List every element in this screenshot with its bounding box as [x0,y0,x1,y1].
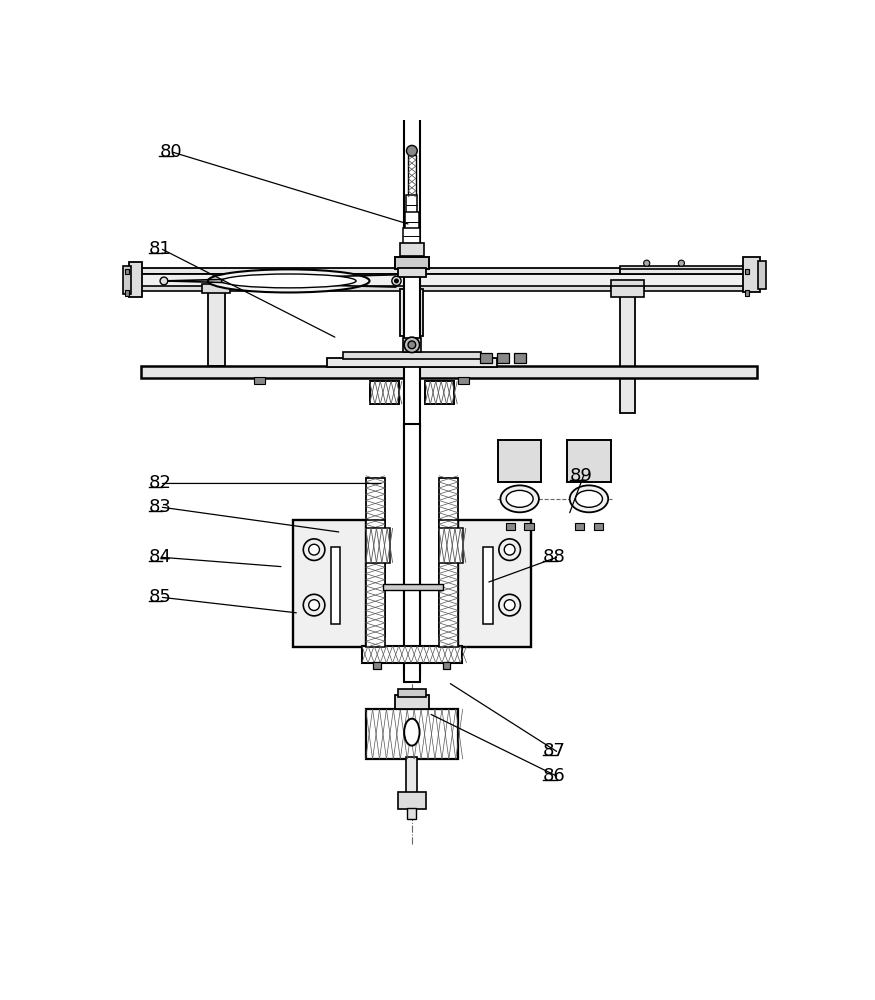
Bar [514,353,526,363]
Text: 82: 82 [149,474,172,492]
Bar [327,358,497,367]
Bar [124,269,129,274]
Bar [506,523,515,530]
Text: 83: 83 [149,498,172,516]
Bar [458,377,469,384]
Bar [439,520,458,647]
Bar [254,377,265,384]
Ellipse shape [570,485,608,512]
Bar [374,662,382,669]
Bar [403,228,420,245]
Bar [400,243,424,257]
Bar [443,662,451,669]
Circle shape [309,600,319,610]
Bar [480,353,492,363]
Text: 85: 85 [149,588,172,606]
Circle shape [309,544,319,555]
Bar [366,520,385,647]
Bar [366,478,385,636]
Bar [404,0,420,674]
Circle shape [304,539,325,560]
Bar [484,547,493,624]
Bar [366,528,390,563]
Bar [404,424,420,682]
Ellipse shape [221,274,356,288]
Bar [129,262,143,297]
Bar [497,353,509,363]
Circle shape [504,544,515,555]
Bar [743,257,760,292]
Circle shape [644,260,650,266]
Bar [123,266,131,294]
Bar [620,268,749,274]
Bar [398,268,426,277]
Bar [567,440,611,482]
Bar [366,709,458,759]
Bar [746,269,749,274]
Circle shape [304,594,325,616]
Bar [620,266,749,269]
Bar [759,261,766,289]
Ellipse shape [506,490,533,507]
Ellipse shape [208,269,369,292]
Text: 81: 81 [149,240,172,258]
Bar [362,646,462,663]
Text: 84: 84 [149,548,172,566]
Circle shape [499,539,521,560]
Ellipse shape [404,719,420,746]
Bar [593,523,603,530]
Bar [398,689,426,697]
Circle shape [499,594,521,616]
Bar [407,757,417,794]
Bar [369,381,399,404]
Bar [141,274,749,287]
Circle shape [404,337,420,353]
Circle shape [392,276,401,286]
Circle shape [408,341,416,349]
Bar [498,440,542,482]
Bar [407,808,416,819]
Bar [292,520,366,647]
Text: 89: 89 [570,467,592,485]
Bar [331,547,340,624]
Bar [611,286,644,297]
Bar [402,338,421,352]
Bar [439,478,458,636]
Bar [141,366,757,378]
Bar [425,381,454,404]
Bar [395,695,429,709]
Ellipse shape [576,490,603,507]
Circle shape [504,600,515,610]
Bar [208,289,225,366]
Bar [439,528,464,563]
Bar [124,290,129,296]
Bar [620,286,635,413]
Bar [611,280,644,288]
Bar [141,286,749,291]
Bar [408,155,416,197]
Text: 86: 86 [542,767,565,785]
Bar [524,523,534,530]
Circle shape [678,260,684,266]
Ellipse shape [500,485,539,512]
Text: 87: 87 [542,742,565,760]
Bar [746,290,749,296]
Bar [405,212,419,229]
Bar [398,792,426,809]
Bar [383,584,444,590]
Text: 80: 80 [159,143,182,161]
Bar [401,289,424,336]
Bar [343,352,481,359]
Bar [458,520,531,647]
Text: 88: 88 [542,548,565,566]
Circle shape [407,145,417,156]
Circle shape [395,279,398,283]
Bar [407,195,417,214]
Bar [575,523,584,530]
Bar [202,284,230,293]
Bar [141,268,749,274]
Circle shape [160,277,168,285]
Bar [395,257,429,269]
Bar [401,256,423,265]
